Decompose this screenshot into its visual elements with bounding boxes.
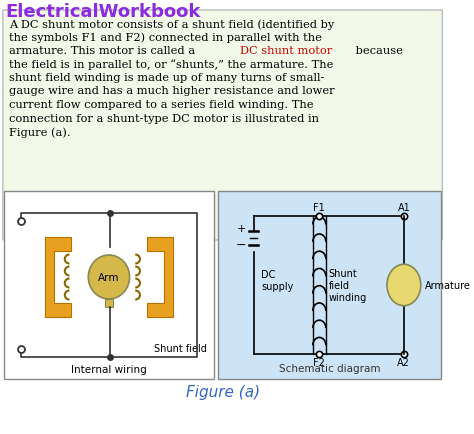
Text: Figure (a).: Figure (a).	[9, 127, 71, 137]
Text: current flow compared to a series field winding. The: current flow compared to a series field …	[9, 100, 314, 110]
PathPatch shape	[45, 237, 72, 317]
Text: A1: A1	[398, 203, 410, 213]
Circle shape	[88, 256, 129, 299]
PathPatch shape	[146, 237, 173, 317]
Text: Figure (a): Figure (a)	[185, 385, 260, 400]
Text: DC shunt motor: DC shunt motor	[240, 46, 332, 56]
Text: ElectricalWorkbook: ElectricalWorkbook	[6, 3, 201, 21]
Text: F1: F1	[313, 203, 325, 213]
Bar	[4, 191, 214, 379]
Text: shunt field winding is made up of many turns of small-: shunt field winding is made up of many t…	[9, 73, 325, 83]
Text: connection for a shunt-type DC motor is illustrated in: connection for a shunt-type DC motor is …	[9, 113, 319, 123]
Bar	[218, 191, 441, 379]
Text: DC
supply: DC supply	[261, 270, 293, 291]
Text: the symbols F1 and F2) connected in parallel with the: the symbols F1 and F2) connected in para…	[9, 33, 322, 43]
Text: +: +	[237, 224, 246, 233]
Text: A DC shunt motor consists of a shunt field (identified by: A DC shunt motor consists of a shunt fie…	[9, 19, 335, 30]
Text: −: −	[236, 238, 246, 251]
Text: armature. This motor is called a: armature. This motor is called a	[9, 46, 199, 56]
Text: A2: A2	[397, 357, 410, 367]
FancyBboxPatch shape	[3, 11, 442, 240]
Bar	[105, 299, 113, 307]
Text: Internal wiring: Internal wiring	[71, 364, 147, 374]
Ellipse shape	[387, 265, 421, 306]
Text: Arm: Arm	[98, 273, 120, 283]
Text: F2: F2	[313, 357, 325, 367]
Text: Schematic diagram: Schematic diagram	[279, 363, 381, 373]
Text: Armature: Armature	[425, 280, 470, 290]
Text: the field is in parallel to, or “shunts,” the armature. The: the field is in parallel to, or “shunts,…	[9, 59, 334, 70]
Text: gauge wire and has a much higher resistance and lower: gauge wire and has a much higher resista…	[9, 86, 335, 96]
Text: Shunt
field
winding: Shunt field winding	[328, 269, 367, 302]
Text: because: because	[352, 46, 403, 56]
Text: Shunt field: Shunt field	[154, 343, 207, 353]
